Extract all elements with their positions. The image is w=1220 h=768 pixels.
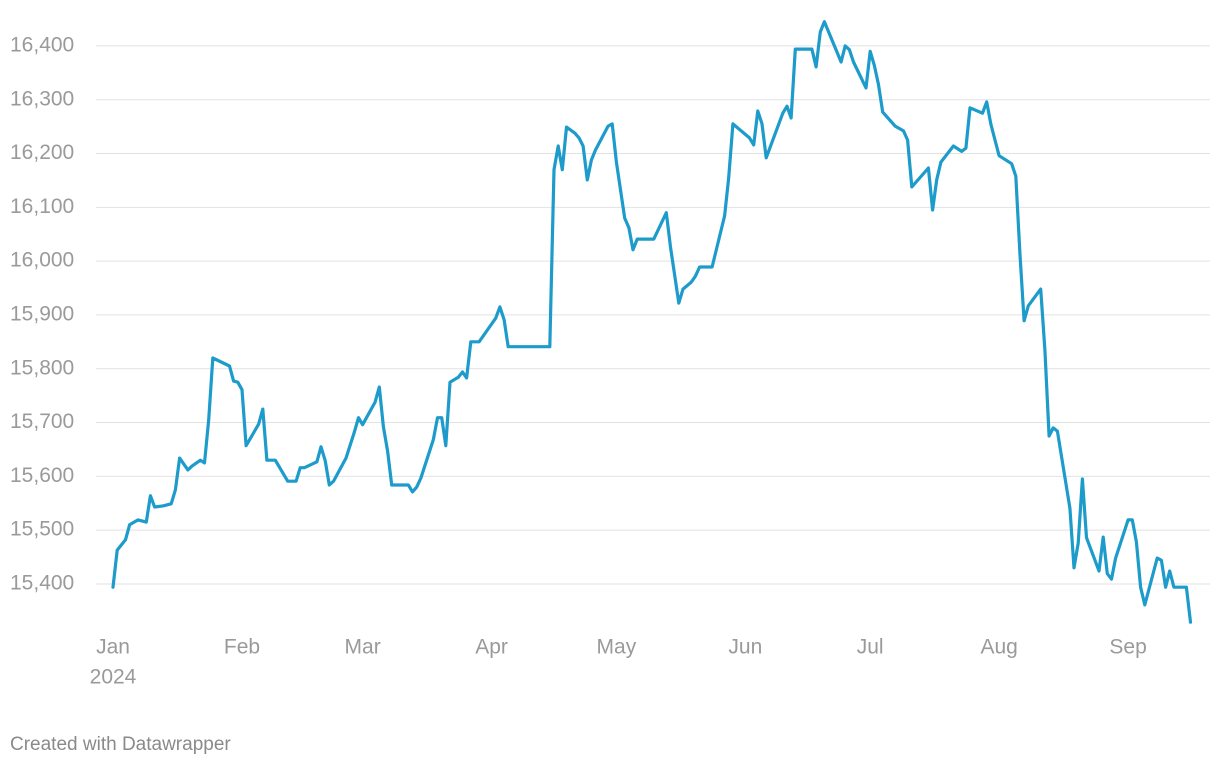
y-tick-label: 15,700	[10, 410, 74, 433]
y-tick-label: 16,100	[10, 195, 74, 218]
x-tick-label: Apr	[475, 636, 508, 659]
x-tick-label: Jun	[728, 636, 762, 659]
y-tick-label: 15,400	[10, 572, 74, 595]
x-tick-label: Jul	[857, 636, 884, 659]
x-tick-label: May	[597, 636, 637, 659]
x-tick-label: Mar	[345, 636, 381, 659]
y-tick-label: 15,500	[10, 518, 74, 541]
y-tick-label: 16,200	[10, 141, 74, 164]
x-tick-label: Aug	[980, 636, 1017, 659]
x-year-label: 2024	[90, 666, 137, 689]
line	[111, 20, 1193, 624]
y-tick-label: 16,000	[10, 249, 74, 272]
y-tick-label: 15,600	[10, 464, 74, 487]
credit: Created with Datawrapper	[10, 734, 231, 755]
y-tick-label: 15,800	[10, 356, 74, 379]
x-tick-label: Sep	[1109, 636, 1146, 659]
y-tick-label: 16,300	[10, 87, 74, 110]
y-tick-label: 16,400	[10, 33, 74, 56]
y-tick-label: 15,900	[10, 302, 74, 325]
x-tick-label: Feb	[224, 636, 260, 659]
x-tick-label: Jan	[96, 636, 130, 659]
